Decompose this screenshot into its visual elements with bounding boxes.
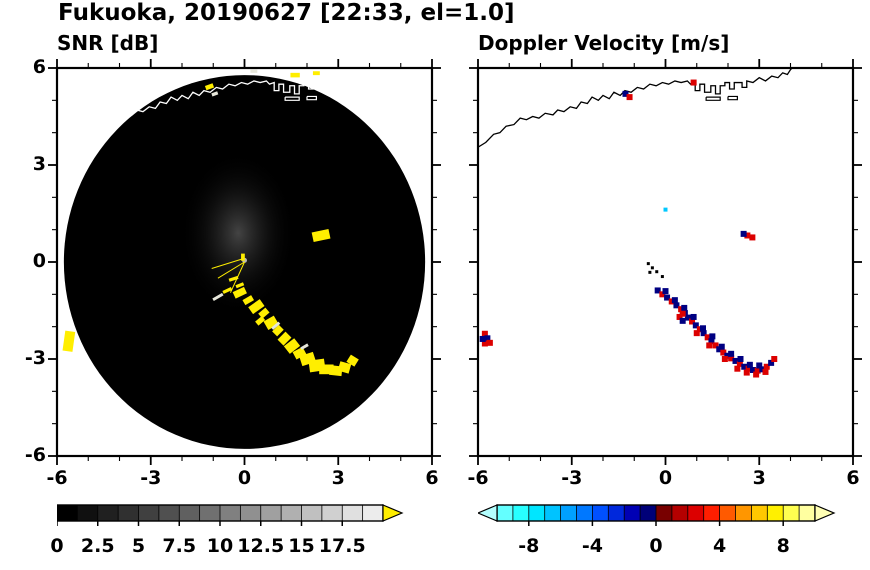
x-tick-label: -6 — [46, 467, 68, 489]
x-tick-label: -6 — [467, 467, 489, 489]
velocity-colorbar-label: -4 — [581, 535, 603, 557]
figure-title: Fukuoka, 20190627 [22:33, el=1.0] — [58, 0, 515, 26]
axis-ticks — [469, 59, 862, 465]
snr-colorbar-label: 17.5 — [318, 535, 366, 557]
snr-colorbar-label: 5 — [131, 535, 146, 557]
velocity-colorbar-label: 0 — [649, 535, 663, 557]
snr-colorbar-label: 15 — [288, 535, 315, 557]
x-tick-label: 0 — [237, 467, 252, 489]
colorbar-body — [57, 504, 404, 526]
velocity-content — [478, 68, 793, 378]
harbor-outline — [306, 95, 317, 101]
x-tick-label: 3 — [331, 467, 345, 489]
coastline — [478, 68, 793, 148]
x-tick-label: 3 — [752, 467, 766, 489]
y-tick-label: 3 — [32, 153, 46, 175]
snr-colorbar-label: 12.5 — [237, 535, 285, 557]
snr-colorbar-label: 10 — [206, 535, 234, 557]
underflow-arrow — [478, 504, 498, 522]
x-tick-label: 0 — [658, 467, 673, 489]
snr-plot — [48, 59, 441, 465]
harbor-outline — [727, 95, 738, 101]
velocity-colorbar-label: -8 — [518, 535, 540, 557]
velocity-colorbar-label: 4 — [712, 535, 727, 557]
snr-echoes — [62, 71, 359, 377]
snr-panel-title: SNR [dB] — [57, 31, 159, 55]
velocity-plot — [469, 59, 862, 465]
y-tick-label: -3 — [24, 347, 46, 369]
snr-content — [57, 68, 426, 449]
coastline — [57, 68, 372, 148]
snr-colorbar — [57, 504, 404, 526]
y-tick-label: 6 — [32, 56, 46, 78]
plot-frame — [476, 66, 855, 458]
harbor-outline — [705, 96, 721, 101]
velocity-points — [479, 79, 778, 378]
harbor-outline — [284, 96, 300, 101]
plot-frame — [55, 66, 434, 458]
y-tick-label: 0 — [32, 250, 46, 272]
snr-colorbar-label: 0 — [50, 535, 64, 557]
snr-colorbar-label: 2.5 — [80, 535, 115, 557]
overflow-arrow — [814, 504, 836, 522]
colorbar-body — [478, 504, 836, 526]
velocity-colorbar — [478, 504, 836, 526]
x-tick-label: 6 — [425, 467, 439, 489]
x-tick-label: -3 — [140, 467, 162, 489]
x-tick-label: -3 — [561, 467, 583, 489]
noise-haze — [180, 150, 297, 315]
velocity-colorbar-label: 8 — [776, 535, 790, 557]
overflow-arrow — [382, 504, 404, 522]
weak-echo-dashes — [211, 69, 309, 351]
y-tick-label: -6 — [24, 444, 46, 466]
velocity-panel-title: Doppler Velocity [m/s] — [478, 31, 730, 55]
snr-colorbar-label: 7.5 — [162, 535, 197, 557]
x-tick-label: 6 — [846, 467, 860, 489]
